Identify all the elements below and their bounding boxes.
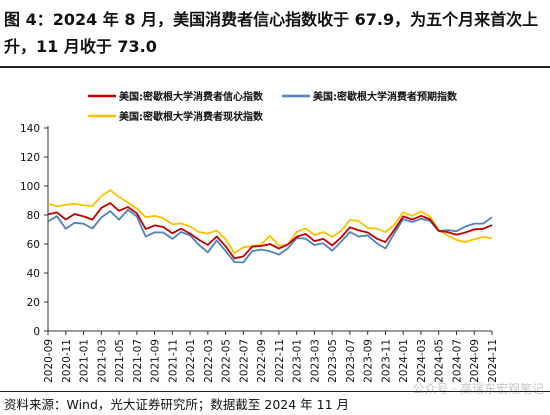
current-line bbox=[47, 189, 493, 254]
x-tick-label: 2022-05 bbox=[221, 339, 233, 383]
x-tick-label: 2023-03 bbox=[309, 339, 321, 383]
source-note: 资料来源：Wind，光大证券研究所；数据截至 2024 年 11 月 bbox=[4, 397, 350, 412]
y-tick-label: 80 bbox=[27, 210, 40, 222]
x-tick-label: 2024-11 bbox=[487, 339, 499, 383]
legend-item-current: 美国:密歇根大学消费者现状指数 bbox=[88, 110, 264, 123]
y-tick-label: 0 bbox=[33, 326, 40, 338]
y-tick-label: 60 bbox=[27, 239, 40, 251]
x-tick-label: 2022-03 bbox=[203, 339, 215, 383]
x-tick-label: 2022-09 bbox=[256, 339, 268, 383]
x-tick-label: 2022-07 bbox=[238, 339, 250, 383]
x-tick-label: 2023-09 bbox=[363, 339, 375, 383]
x-tick-label: 2021-05 bbox=[114, 339, 126, 383]
x-tick-label: 2024-01 bbox=[398, 339, 410, 383]
x-tick-label: 2021-11 bbox=[167, 339, 179, 383]
x-tick-label: 2020-09 bbox=[43, 339, 55, 383]
x-tick-label: 2023-07 bbox=[345, 339, 357, 383]
x-tick-label: 2024-09 bbox=[469, 339, 481, 383]
y-tick-label: 140 bbox=[20, 123, 40, 135]
x-tick-label: 2021-03 bbox=[96, 339, 108, 383]
x-tick-label: 2023-01 bbox=[292, 339, 304, 383]
footer-divider bbox=[0, 391, 550, 392]
x-axis: 2020-09 2020-11 2021-01 2021-03 2021-05 2021-… bbox=[43, 330, 499, 383]
x-tick-label: 2024-05 bbox=[434, 339, 446, 383]
x-tick-label: 2021-09 bbox=[150, 339, 162, 383]
legend-item-expectations: 美国:密歇根大学消费者预期指数 bbox=[282, 90, 458, 103]
x-tick-label: 2024-07 bbox=[451, 339, 463, 383]
y-tick-label: 40 bbox=[27, 268, 40, 280]
x-tick-label: 2021-07 bbox=[132, 339, 144, 383]
plot-series bbox=[47, 189, 493, 264]
legend-label-confidence: 美国:密歇根大学消费者信心指数 bbox=[119, 90, 264, 103]
expectations-line bbox=[47, 208, 493, 264]
x-tick-label: 2022-11 bbox=[274, 339, 286, 383]
y-tick-label: 120 bbox=[20, 152, 40, 164]
x-tick-label: 2021-01 bbox=[79, 339, 91, 383]
y-axis: 0 20 40 60 80 100 120 140 bbox=[20, 123, 49, 338]
figure-title: 图 4：2024 年 8 月，美国消费者信心指数收于 67.9，为五个月来首次上… bbox=[4, 10, 539, 56]
line-chart: 美国:密歇根大学消费者信心指数 美国:密歇根大学消费者预期指数 美国:密歇根大学… bbox=[20, 90, 499, 383]
x-tick-label: 2024-03 bbox=[416, 339, 428, 383]
legend-label-expectations: 美国:密歇根大学消费者预期指数 bbox=[313, 90, 458, 103]
title-divider bbox=[0, 66, 550, 68]
x-tick-label: 2023-11 bbox=[380, 339, 392, 383]
y-tick-label: 20 bbox=[27, 297, 40, 309]
watermark: 公众号 · 高瑞东宏观笔记 bbox=[412, 382, 544, 396]
confidence-line bbox=[47, 202, 493, 260]
x-tick-label: 2023-05 bbox=[327, 339, 339, 383]
legend-label-current: 美国:密歇根大学消费者现状指数 bbox=[119, 110, 264, 123]
legend-item-confidence: 美国:密歇根大学消费者信心指数 bbox=[88, 90, 264, 103]
x-tick-label: 2020-11 bbox=[61, 339, 73, 383]
legend: 美国:密歇根大学消费者信心指数 美国:密歇根大学消费者预期指数 美国:密歇根大学… bbox=[88, 90, 458, 123]
x-tick-label: 2022-01 bbox=[185, 339, 197, 383]
y-tick-label: 100 bbox=[20, 181, 40, 193]
